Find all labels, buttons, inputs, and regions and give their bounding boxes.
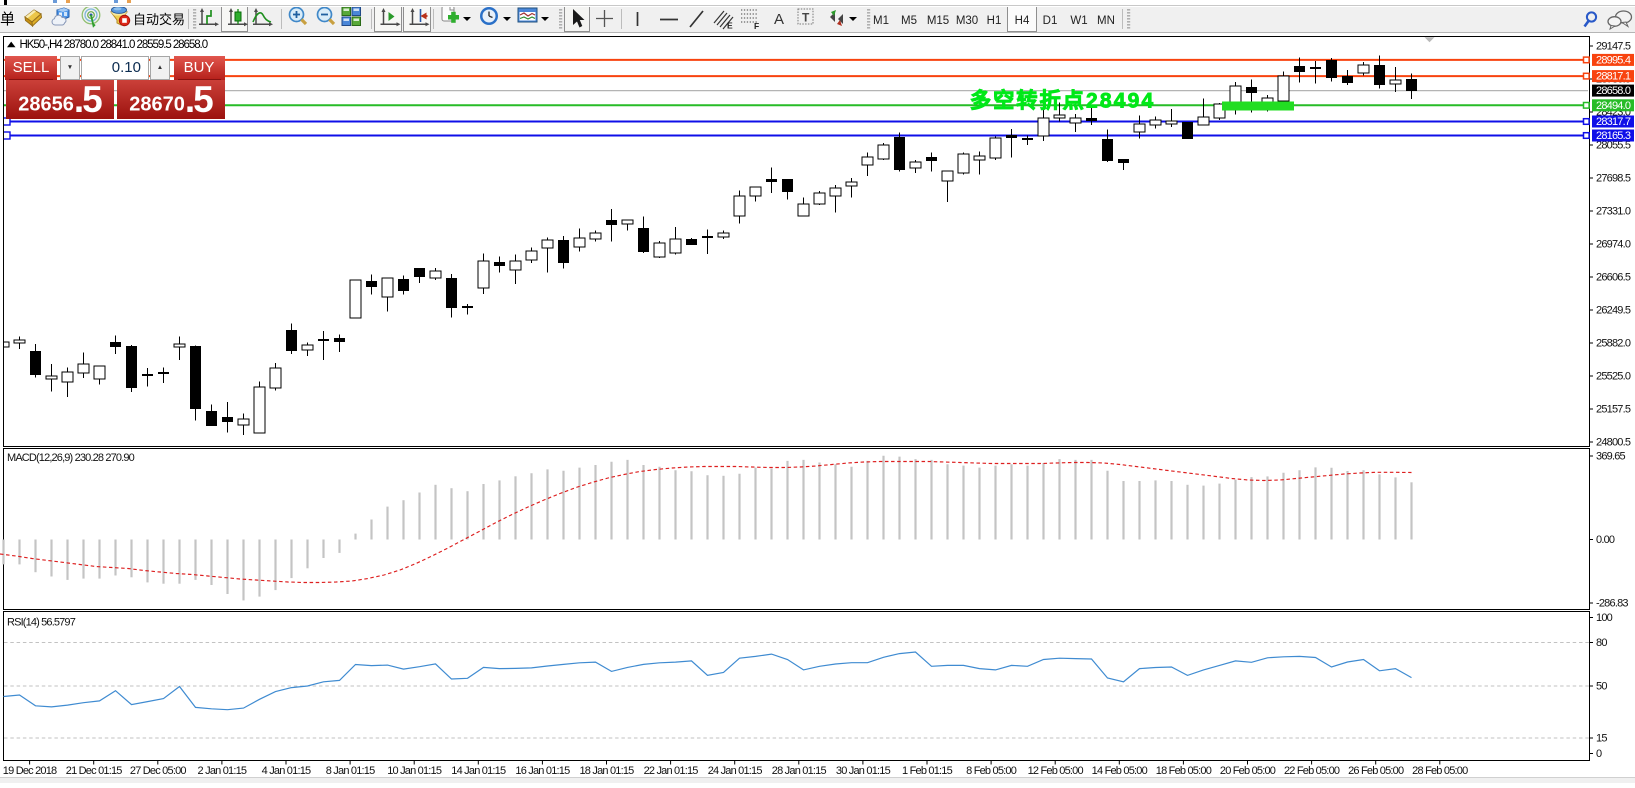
svg-text:18 Feb 05:00: 18 Feb 05:00 [1156,765,1212,777]
svg-text:27 Dec 05:00: 27 Dec 05:00 [130,765,187,777]
svg-text:28817.1: 28817.1 [1596,71,1631,83]
svg-text:20 Feb 05:00: 20 Feb 05:00 [1220,765,1276,777]
svg-text:369.65: 369.65 [1596,451,1626,463]
svg-text:H4: H4 [1015,15,1030,27]
svg-text:2 Jan 01:15: 2 Jan 01:15 [198,765,247,777]
svg-text:28658.0: 28658.0 [1596,85,1631,97]
svg-text:28995.4: 28995.4 [1596,54,1631,66]
svg-text:H1: H1 [987,15,1002,27]
svg-text:RSI(14) 56.5797: RSI(14) 56.5797 [7,617,76,629]
svg-text:80: 80 [1596,637,1607,649]
svg-text:28494.0: 28494.0 [1596,100,1631,112]
svg-text:26249.5: 26249.5 [1596,305,1631,317]
svg-text:29147.5: 29147.5 [1596,41,1631,53]
svg-text:22 Jan 01:15: 22 Jan 01:15 [644,765,699,777]
svg-text:W1: W1 [1070,15,1087,27]
svg-text:26606.5: 26606.5 [1596,272,1631,284]
svg-text:28055.5: 28055.5 [1596,140,1631,152]
svg-text:25157.5: 25157.5 [1596,404,1631,416]
svg-text:10 Jan 01:15: 10 Jan 01:15 [387,765,442,777]
svg-text:M30: M30 [956,15,978,27]
svg-text:M5: M5 [901,15,917,27]
svg-text:28317.7: 28317.7 [1596,116,1631,128]
svg-text:D1: D1 [1043,15,1058,27]
svg-text:100: 100 [1596,612,1613,624]
svg-text:19 Dec 2018: 19 Dec 2018 [3,765,57,777]
svg-text:-286.83: -286.83 [1596,598,1628,610]
svg-text:15: 15 [1596,733,1607,745]
svg-text:F: F [754,21,759,31]
svg-text:21 Dec 01:15: 21 Dec 01:15 [66,765,123,777]
svg-text:30 Jan 01:15: 30 Jan 01:15 [836,765,891,777]
svg-text:4 Jan 01:15: 4 Jan 01:15 [262,765,311,777]
svg-text:HK50-,H4 28780.0 28841.0 2855: HK50-,H4 28780.0 28841.0 28559.5 28658.0 [20,39,208,51]
svg-text:单: 单 [0,11,15,28]
svg-text:16 Jan 01:15: 16 Jan 01:15 [515,765,570,777]
svg-text:25882.0: 25882.0 [1596,338,1631,350]
svg-text:27698.5: 27698.5 [1596,173,1631,185]
svg-text:26974.0: 26974.0 [1596,239,1631,251]
svg-text:M1: M1 [873,15,889,27]
svg-text:MACD(12,26,9) 230.28 270.90: MACD(12,26,9) 230.28 270.90 [7,452,135,464]
svg-text:24 Jan 01:15: 24 Jan 01:15 [708,765,763,777]
svg-text:12 Feb 05:00: 12 Feb 05:00 [1028,765,1084,777]
svg-text:8 Jan 01:15: 8 Jan 01:15 [326,765,375,777]
svg-text:50: 50 [1596,681,1607,693]
svg-text:25525.0: 25525.0 [1596,371,1631,383]
svg-text:T: T [802,11,810,25]
svg-text:E: E [727,21,733,31]
svg-text:1 Feb 01:15: 1 Feb 01:15 [902,765,953,777]
svg-text:24800.5: 24800.5 [1596,437,1631,449]
svg-text:A: A [774,11,784,28]
svg-text:27331.0: 27331.0 [1596,206,1631,218]
svg-text:M15: M15 [927,15,949,27]
svg-text:MN: MN [1097,15,1115,27]
svg-text:自动交易: 自动交易 [133,12,185,27]
svg-text:0.00: 0.00 [1596,534,1615,546]
svg-text:多空转折点28494: 多空转折点28494 [970,89,1155,113]
svg-text:0: 0 [1596,748,1602,760]
svg-text:14 Jan 01:15: 14 Jan 01:15 [451,765,506,777]
svg-text:8 Feb 05:00: 8 Feb 05:00 [966,765,1017,777]
svg-text:22 Feb 05:00: 22 Feb 05:00 [1284,765,1340,777]
svg-text:14 Feb 05:00: 14 Feb 05:00 [1092,765,1148,777]
svg-text:26 Feb 05:00: 26 Feb 05:00 [1348,765,1404,777]
svg-text:28 Jan 01:15: 28 Jan 01:15 [772,765,827,777]
svg-text:18 Jan 01:15: 18 Jan 01:15 [579,765,634,777]
svg-text:28 Feb 05:00: 28 Feb 05:00 [1412,765,1468,777]
svg-text:28165.3: 28165.3 [1596,130,1631,142]
